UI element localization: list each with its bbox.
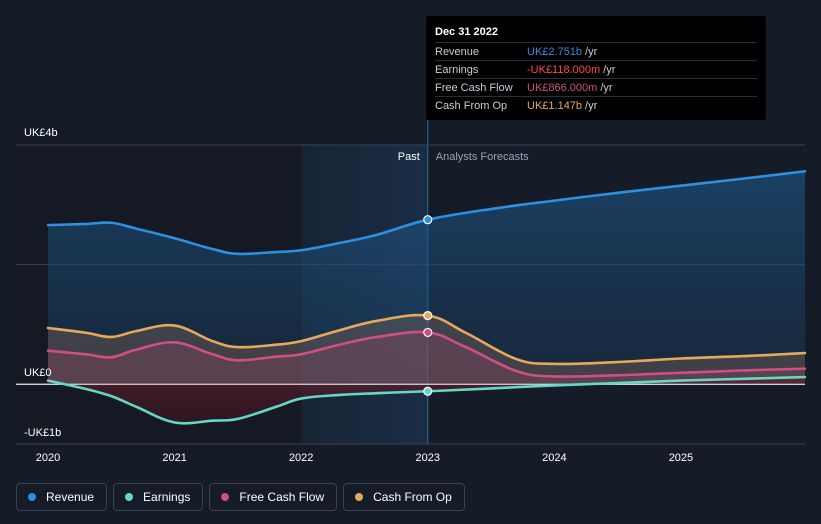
cash-from-op-marker [423,311,433,321]
free-cash-flow-area [48,331,805,385]
tooltip: Dec 31 2022 Revenue UK£2.751b/yr Earnings -… [426,16,766,120]
forecast-label: Analysts Forecasts [436,151,529,163]
tooltip-date: Dec 31 2022 [435,26,498,38]
tooltip-series-unit: /yr [585,99,598,112]
tooltip-series-value: UK£1.147b [527,99,583,112]
free-cash-flow-line [46,330,807,378]
tooltip-series-name: Cash From Op [435,99,508,112]
tooltip-series-value: UK£2.751b [527,45,583,58]
tooltip-series-unit: /yr [585,45,598,58]
y-tick-label: UK£4b [24,127,58,139]
earnings-area [48,377,805,424]
legend-dot-icon [355,493,364,501]
tooltip-series-unit: /yr [603,63,616,76]
legend-dot-icon [28,493,36,501]
tooltip-series-name: Revenue [435,45,480,58]
x-tick-label: 2020 [36,452,60,464]
revenue-area [48,171,805,385]
tooltip-series-value: -UK£118.000m [527,63,601,76]
earnings-marker [423,386,433,396]
legend-item-earnings[interactable]: Earnings [113,483,204,511]
legend-item-free-cash-flow[interactable]: Free Cash Flow [209,483,338,511]
free-cash-flow-marker [423,327,433,338]
x-tick-label: 2023 [416,452,440,464]
legend-label: Revenue [46,490,95,504]
cash-from-op-line [46,313,807,366]
tooltip-series-unit: /yr [600,81,613,94]
tooltip-series-name: Earnings [435,63,479,76]
tooltip-series-value: UK£866.000m [527,81,598,94]
legend-label: Cash From Op [373,490,452,504]
tooltip-series-name: Free Cash Flow [435,81,513,94]
legend-item-revenue[interactable]: Revenue [16,483,108,511]
legend-dot-icon [125,493,134,501]
x-tick-label: 2025 [669,452,693,464]
y-tick-label: -UK£1b [24,427,61,439]
revenue-line [46,170,807,256]
x-tick-label: 2024 [542,452,566,464]
chart: Past Analysts Forecasts UK£4b UK£0 -UK£1b 202… [16,120,807,464]
legend-dot-icon [221,493,230,501]
legend-label: Free Cash Flow [239,490,325,504]
tooltip-row: Free Cash Flow UK£866.000m/yr [435,78,757,96]
earnings-line [46,375,807,425]
y-tick-label: UK£0 [24,367,52,379]
x-tick-label: 2022 [289,452,313,464]
cash-from-op-area [48,315,805,385]
legend-item-cash-from-op[interactable]: Cash From Op [343,483,465,511]
tooltip-row: Cash From Op UK£1.147b/yr [435,96,757,114]
past-label: Past [398,151,420,163]
x-tick-label: 2021 [162,452,186,464]
revenue-marker [423,215,433,225]
tooltip-row: Earnings -UK£118.000m/yr [435,60,757,78]
tooltip-row: Revenue UK£2.751b/yr [435,42,757,60]
legend: Revenue Earnings Free Cash Flow Cash From O… [16,483,465,511]
legend-label: Earnings [143,490,191,504]
